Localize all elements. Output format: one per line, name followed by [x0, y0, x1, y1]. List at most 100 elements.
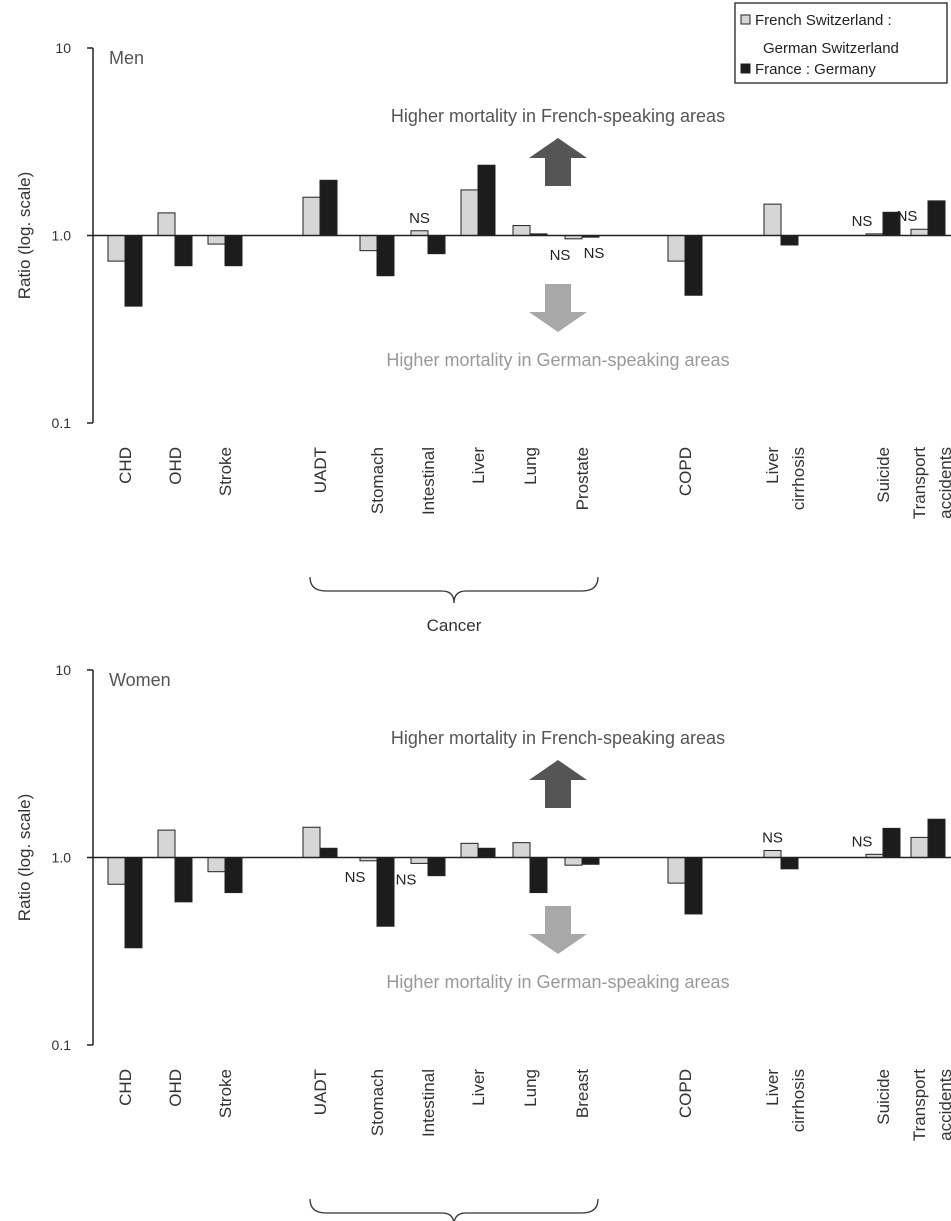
ns-label: NS	[550, 247, 571, 264]
cancer-group-brace	[309, 1198, 599, 1221]
bar-swiss	[302, 196, 321, 237]
ns-label: NS	[897, 208, 918, 225]
category-label: Breast	[573, 1069, 592, 1118]
bar-france	[780, 857, 799, 870]
category-label: Intestinal	[419, 1069, 438, 1137]
category-label: UADT	[311, 447, 330, 493]
category-label: OHD	[166, 447, 185, 485]
category-label: Stomach	[368, 1069, 387, 1136]
y-tick-label: 10	[55, 40, 71, 56]
bar-swiss	[667, 857, 686, 884]
cancer-group-label: Cancer	[427, 616, 482, 635]
bar-france	[529, 857, 548, 894]
bar-swiss	[207, 235, 226, 245]
bar-swiss	[359, 235, 378, 252]
annotation-higher-german: Higher mortality in German-speaking area…	[386, 972, 729, 992]
bar-france	[427, 857, 446, 877]
bar-france	[124, 235, 143, 307]
legend-swatch-swiss	[740, 14, 751, 25]
category-label: cirrhosis	[789, 447, 808, 510]
y-tick-label: 1.0	[52, 850, 72, 866]
category-label: Transport	[910, 1069, 929, 1141]
y-axis-label: Ratio (log. scale)	[15, 794, 34, 922]
arrow-up-icon	[529, 760, 587, 808]
category-label: Liver	[469, 447, 488, 484]
category-label: cirrhosis	[789, 1069, 808, 1132]
bar-france	[174, 857, 193, 903]
bar-swiss	[410, 230, 429, 237]
category-label: Lung	[521, 447, 540, 485]
category-label: Stroke	[216, 447, 235, 496]
bar-swiss	[157, 212, 176, 237]
bar-swiss	[667, 235, 686, 262]
panel-women: 0.1 1.0 10 Ratio (log. scale) Women CHD OHD Str…	[15, 662, 951, 1221]
y-tick-label: 0.1	[52, 1037, 72, 1053]
category-label: Stroke	[216, 1069, 235, 1118]
panel-title: Men	[109, 48, 144, 68]
bar-france	[319, 847, 338, 858]
legend-swatch-france	[740, 63, 751, 74]
arrow-down-icon	[529, 284, 587, 332]
annotation-higher-french: Higher mortality in French-speaking area…	[391, 728, 725, 748]
bar-swiss	[910, 836, 929, 859]
bar-france	[882, 827, 901, 859]
annotation-higher-french: Higher mortality in French-speaking area…	[391, 106, 725, 126]
bar-swiss	[410, 857, 429, 864]
legend-box	[734, 2, 948, 84]
bar-france	[684, 857, 703, 915]
panel-men: 0.1 1.0 10 Ratio (log. scale) Men CHD OHD Strok…	[15, 40, 951, 635]
legend-label-swiss-line2: German Switzerland	[763, 40, 899, 57]
bar-france	[376, 235, 395, 277]
legend-label-swiss-line1: French Switzerland :	[755, 12, 892, 29]
y-tick-label: 0.1	[52, 415, 72, 431]
category-label: Liver	[763, 447, 782, 484]
bar-swiss	[460, 842, 479, 859]
bar-france	[224, 235, 243, 267]
bar-france	[477, 847, 496, 858]
bar-swiss	[157, 829, 176, 859]
bar-france	[477, 164, 496, 236]
bar-france	[927, 818, 946, 858]
bar-france	[319, 179, 338, 236]
bar-france	[780, 235, 799, 246]
category-label: COPD	[676, 1069, 695, 1118]
y-tick-label: 1.0	[52, 228, 72, 244]
category-label: UADT	[311, 1069, 330, 1115]
bar-swiss	[763, 203, 782, 237]
ns-label: NS	[409, 210, 430, 227]
category-label: accidents	[936, 447, 951, 519]
category-label: Intestinal	[419, 447, 438, 515]
bar-france	[174, 235, 193, 267]
arrow-down-icon	[529, 906, 587, 954]
arrow-up-icon	[529, 138, 587, 186]
ns-label: NS	[584, 245, 605, 262]
bar-swiss	[107, 235, 126, 262]
ns-label: NS	[396, 871, 417, 888]
category-label: Transport	[910, 447, 929, 519]
bar-swiss	[564, 857, 583, 866]
bar-france	[581, 857, 600, 865]
category-label: Liver	[469, 1069, 488, 1106]
category-label: Lung	[521, 1069, 540, 1107]
ns-label: NS	[852, 833, 873, 850]
category-label: CHD	[116, 1069, 135, 1106]
bar-swiss	[512, 842, 531, 858]
y-axis-label: Ratio (log. scale)	[15, 172, 34, 300]
category-label: Prostate	[573, 447, 592, 510]
cancer-group-brace	[309, 576, 599, 604]
bar-swiss	[302, 826, 321, 858]
category-label: Liver	[763, 1069, 782, 1106]
category-label: COPD	[676, 447, 695, 496]
bar-swiss	[763, 849, 782, 859]
panel-title: Women	[109, 670, 171, 690]
annotation-higher-german: Higher mortality in German-speaking area…	[386, 350, 729, 370]
category-label: Suicide	[874, 447, 893, 503]
bar-swiss	[910, 228, 929, 237]
ns-label: NS	[852, 213, 873, 230]
bar-france	[124, 857, 143, 949]
bar-france	[927, 200, 946, 237]
y-tick-label: 10	[55, 662, 71, 678]
bar-swiss	[107, 857, 126, 885]
ns-label: NS	[345, 869, 366, 886]
